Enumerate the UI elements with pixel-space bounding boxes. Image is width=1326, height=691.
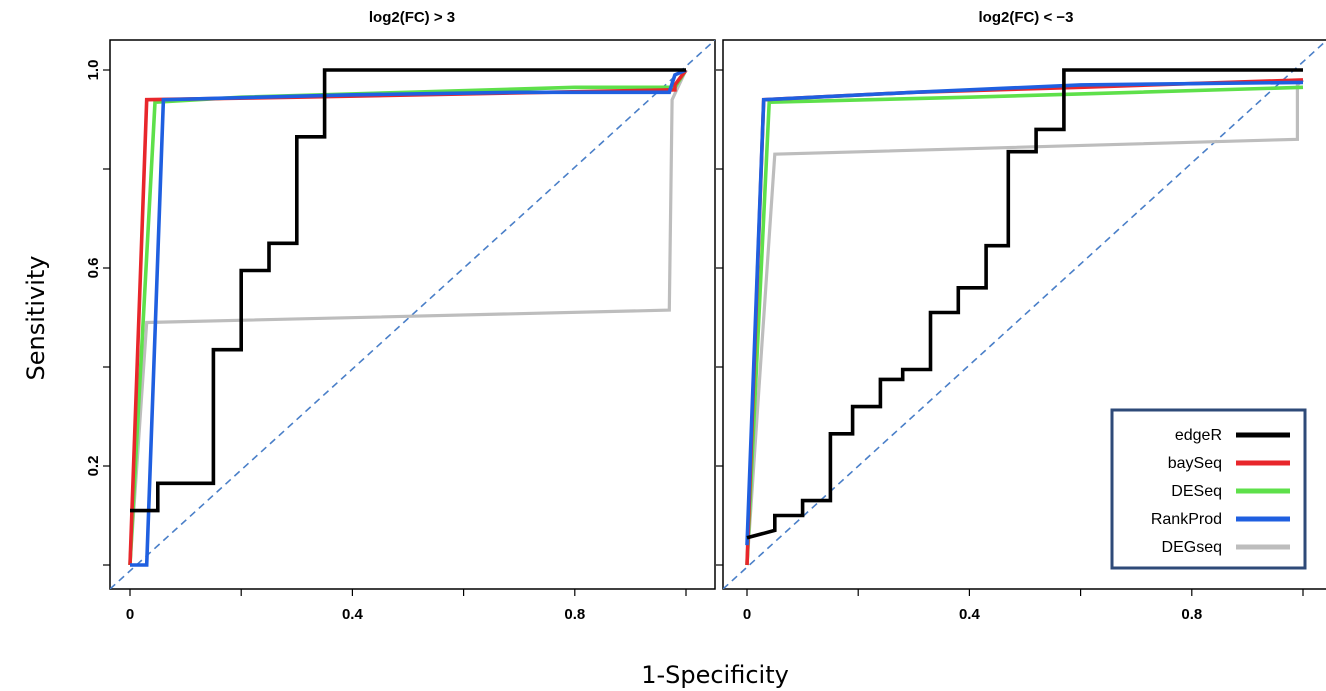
x-tick-label: 0.8 xyxy=(1181,606,1202,623)
x-tick-label: 0.4 xyxy=(959,606,981,623)
series-line-deseq xyxy=(745,85,1304,566)
y-tick-label: 0.6 xyxy=(85,258,102,279)
left-panel: log2(FC) > 3 0.2 0.6 1.0 0 0.4 0.8 xyxy=(85,9,716,623)
diagonal-reference-line xyxy=(723,40,1326,589)
left-series-lines xyxy=(110,40,715,589)
legend-label-degseq: DEGseq xyxy=(1162,539,1222,556)
y-tick-label: 0.2 xyxy=(85,456,102,477)
diagonal-reference-line xyxy=(110,40,715,589)
legend-label-rankprod: RankProd xyxy=(1151,511,1222,528)
series-line-rankprod xyxy=(130,68,687,567)
legend-label-edger: edgeR xyxy=(1175,427,1222,444)
y-tick-label: 1.0 xyxy=(85,60,102,81)
right-y-axis xyxy=(716,69,723,566)
x-tick-label: 0.8 xyxy=(564,606,585,623)
legend-label-deseq: DESeq xyxy=(1171,483,1222,500)
right-x-axis: 0 0.4 0.8 xyxy=(743,589,1304,623)
series-line-edger xyxy=(746,68,1303,540)
left-y-axis: 0.2 0.6 1.0 xyxy=(85,60,110,566)
x-tick-label: 0 xyxy=(743,606,751,623)
right-panel-title: log2(FC) < −3 xyxy=(978,9,1073,26)
x-tick-label: 0 xyxy=(126,606,134,623)
left-panel-title: log2(FC) > 3 xyxy=(369,9,455,26)
left-x-axis: 0 0.4 0.8 xyxy=(126,589,687,623)
series-line-degseq xyxy=(128,69,688,566)
series-line-rankprod xyxy=(745,80,1304,546)
y-axis-label: Sensitivity xyxy=(22,256,50,381)
x-axis-label: 1-Specificity xyxy=(641,661,789,689)
series-line-edger xyxy=(130,68,686,513)
x-tick-label: 0.4 xyxy=(342,606,364,623)
right-series-lines xyxy=(723,40,1326,589)
legend-label-bayseq: baySeq xyxy=(1168,455,1222,472)
legend: edgeR baySeq DESeq RankProd DEGseq xyxy=(1110,408,1307,570)
